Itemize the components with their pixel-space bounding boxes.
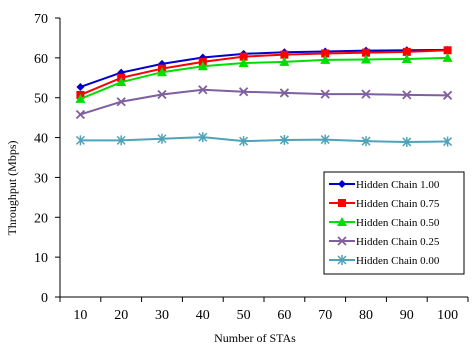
legend-label: Hidden Chain 0.25 <box>356 236 440 248</box>
y-tick-label: 10 <box>34 251 48 266</box>
legend-entry: Hidden Chain 0.75 <box>329 198 440 210</box>
data-point <box>279 56 290 66</box>
legend-entry: Hidden Chain 1.00 <box>329 179 440 191</box>
data-point <box>402 90 412 100</box>
x-tick-label: 90 <box>400 308 414 323</box>
legend-marker <box>338 199 346 207</box>
series-3 <box>75 85 453 120</box>
x-tick-label: 40 <box>196 308 210 323</box>
data-point <box>75 109 86 120</box>
data-point <box>361 54 371 64</box>
data-point <box>443 136 453 147</box>
data-point <box>157 67 167 77</box>
legend-entry: Hidden Chain 0.50 <box>329 217 440 229</box>
x-tick-label: 10 <box>73 308 87 323</box>
series-line <box>80 56 448 100</box>
data-point <box>197 61 208 71</box>
axes <box>55 17 469 302</box>
data-point <box>157 133 167 144</box>
x-axis-label: Number of STAs <box>214 331 296 345</box>
data-point <box>238 58 249 68</box>
data-point <box>442 52 453 62</box>
legend-label: Hidden Chain 0.75 <box>356 198 440 210</box>
tick-labels: 0 10 20 30 40 50 60 70 10 20 30 40 50 60 70 80 90 100 <box>34 12 458 323</box>
data-point <box>76 82 85 91</box>
y-tick-label: 40 <box>34 132 48 147</box>
data-point <box>158 59 166 68</box>
series-2 <box>75 52 453 103</box>
data-point <box>443 46 452 55</box>
legend: Hidden Chain 1.00 Hidden Chain 0.75 Hidden… <box>323 171 465 275</box>
legend-label: Hidden Chain 1.00 <box>356 179 440 191</box>
x-tick-label: 100 <box>437 308 458 323</box>
y-tick-label: 30 <box>34 171 48 186</box>
y-axis-label: Throughput (Mbps) <box>5 141 19 236</box>
series-group <box>75 45 453 147</box>
legend-marker <box>337 255 347 265</box>
data-point <box>198 85 208 95</box>
y-tick-label: 50 <box>34 92 48 107</box>
data-point <box>320 89 330 99</box>
data-point <box>116 97 126 107</box>
series-line <box>80 136 448 143</box>
data-point <box>239 136 249 147</box>
data-point <box>320 134 330 145</box>
y-tick-label: 20 <box>34 211 48 226</box>
legend-label: Hidden Chain 0.00 <box>356 255 440 267</box>
legend-entry: Hidden Chain 0.25 <box>329 236 440 248</box>
legend-entry: Hidden Chain 0.00 <box>329 255 440 267</box>
data-point <box>116 77 127 87</box>
x-tick-label: 50 <box>237 308 251 323</box>
legend-marker <box>337 217 347 226</box>
y-tick-label: 70 <box>34 12 48 27</box>
x-tick-label: 80 <box>359 308 373 323</box>
data-point <box>116 135 126 146</box>
data-point <box>198 132 208 143</box>
data-point <box>238 87 249 97</box>
data-point <box>75 93 86 103</box>
data-point <box>75 135 85 146</box>
data-point <box>321 49 330 58</box>
y-tick-label: 60 <box>34 52 48 67</box>
data-point <box>442 90 453 100</box>
y-tick-label: 0 <box>41 291 48 306</box>
series-4 <box>75 132 453 147</box>
data-point <box>361 136 371 147</box>
data-point <box>362 48 370 57</box>
data-point <box>361 89 371 99</box>
legend-marker <box>338 180 346 188</box>
data-point <box>239 52 248 61</box>
legend-marker <box>337 236 347 246</box>
legend-label: Hidden Chain 0.50 <box>356 217 440 229</box>
x-tick-label: 70 <box>318 308 332 323</box>
data-point <box>157 89 167 100</box>
x-tick-label: 60 <box>277 308 291 323</box>
data-point <box>402 47 411 56</box>
series-line <box>80 88 448 116</box>
x-tick-label: 20 <box>114 308 128 323</box>
series-line <box>80 49 448 96</box>
x-tick-label: 30 <box>155 308 169 323</box>
series-line <box>80 48 448 88</box>
data-point <box>280 50 289 59</box>
data-point <box>279 88 290 98</box>
data-point <box>320 54 331 64</box>
data-point <box>279 134 289 145</box>
data-point <box>402 136 412 147</box>
series-1 <box>76 46 452 99</box>
data-point <box>401 54 412 64</box>
